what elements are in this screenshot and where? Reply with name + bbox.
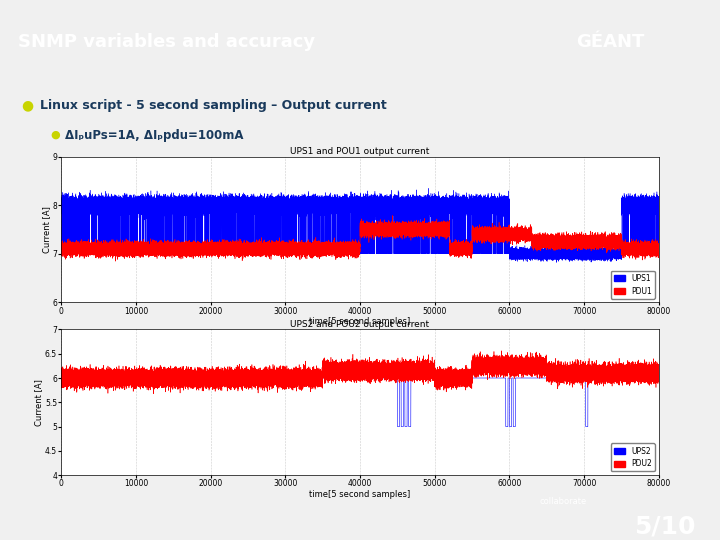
PDU2 <box>149 390 158 397</box>
UPS1 <box>57 198 66 204</box>
PDU2 <box>542 360 551 366</box>
Text: 5/10: 5/10 <box>634 515 695 538</box>
UPS2 <box>585 375 594 381</box>
PDU1 <box>57 248 66 254</box>
PDU2 <box>654 370 663 376</box>
Title: UPS1 and POU1 output current: UPS1 and POU1 output current <box>290 147 430 156</box>
PDU1 <box>505 226 514 233</box>
PDU2 <box>565 368 574 374</box>
Text: GÉANT: GÉANT <box>576 33 644 51</box>
Text: ●: ● <box>22 98 34 112</box>
UPS2 <box>393 423 402 430</box>
UPS2 <box>505 423 514 430</box>
PDU1 <box>248 245 257 252</box>
PDU2 <box>505 365 514 372</box>
Line: UPS2: UPS2 <box>61 378 659 427</box>
Line: PDU1: PDU1 <box>61 215 659 261</box>
Line: UPS1: UPS1 <box>61 188 659 262</box>
PDU1 <box>654 245 663 251</box>
UPS2 <box>57 375 66 381</box>
UPS1 <box>585 252 594 258</box>
Text: SNMP variables and accuracy: SNMP variables and accuracy <box>18 33 315 51</box>
UPS1 <box>552 259 561 266</box>
X-axis label: time[5 second samples]: time[5 second samples] <box>310 317 410 326</box>
UPS1 <box>505 251 514 257</box>
UPS1 <box>248 197 257 204</box>
UPS1 <box>542 250 551 256</box>
PDU2 <box>585 366 594 373</box>
Legend: UPS2, PDU2: UPS2, PDU2 <box>611 443 655 471</box>
UPS1 <box>123 198 132 205</box>
UPS1 <box>654 205 663 212</box>
UPS2 <box>248 375 257 381</box>
Y-axis label: Current [A]: Current [A] <box>35 379 43 426</box>
UPS1 <box>565 247 574 253</box>
Text: ●: ● <box>50 130 60 140</box>
Text: ΔIₚuPs=1A, ΔIₚpdu=100mA: ΔIₚuPs=1A, ΔIₚpdu=100mA <box>65 129 243 141</box>
Y-axis label: Current [A]: Current [A] <box>42 206 51 253</box>
PDU2 <box>57 374 66 380</box>
UPS2 <box>542 375 551 381</box>
UPS2 <box>565 375 574 381</box>
PDU2 <box>123 372 132 378</box>
UPS2 <box>654 375 663 381</box>
PDU1 <box>542 237 551 243</box>
PDU1 <box>111 258 120 265</box>
PDU1 <box>123 246 132 253</box>
PDU1 <box>388 212 397 219</box>
UPS2 <box>123 375 132 381</box>
Text: collaborate: collaborate <box>540 497 588 505</box>
Title: UPS2 and POU2 output current: UPS2 and POU2 output current <box>290 320 430 329</box>
PDU2 <box>248 373 257 379</box>
X-axis label: time[5 second samples]: time[5 second samples] <box>310 490 410 499</box>
Legend: UPS1, PDU1: UPS1, PDU1 <box>611 271 655 299</box>
Line: PDU2: PDU2 <box>61 351 659 394</box>
PDU1 <box>565 242 574 248</box>
Text: Linux script - 5 second sampling – Output current: Linux script - 5 second sampling – Outpu… <box>40 99 387 112</box>
UPS1 <box>424 185 433 192</box>
PDU1 <box>585 239 594 245</box>
PDU2 <box>498 348 506 354</box>
